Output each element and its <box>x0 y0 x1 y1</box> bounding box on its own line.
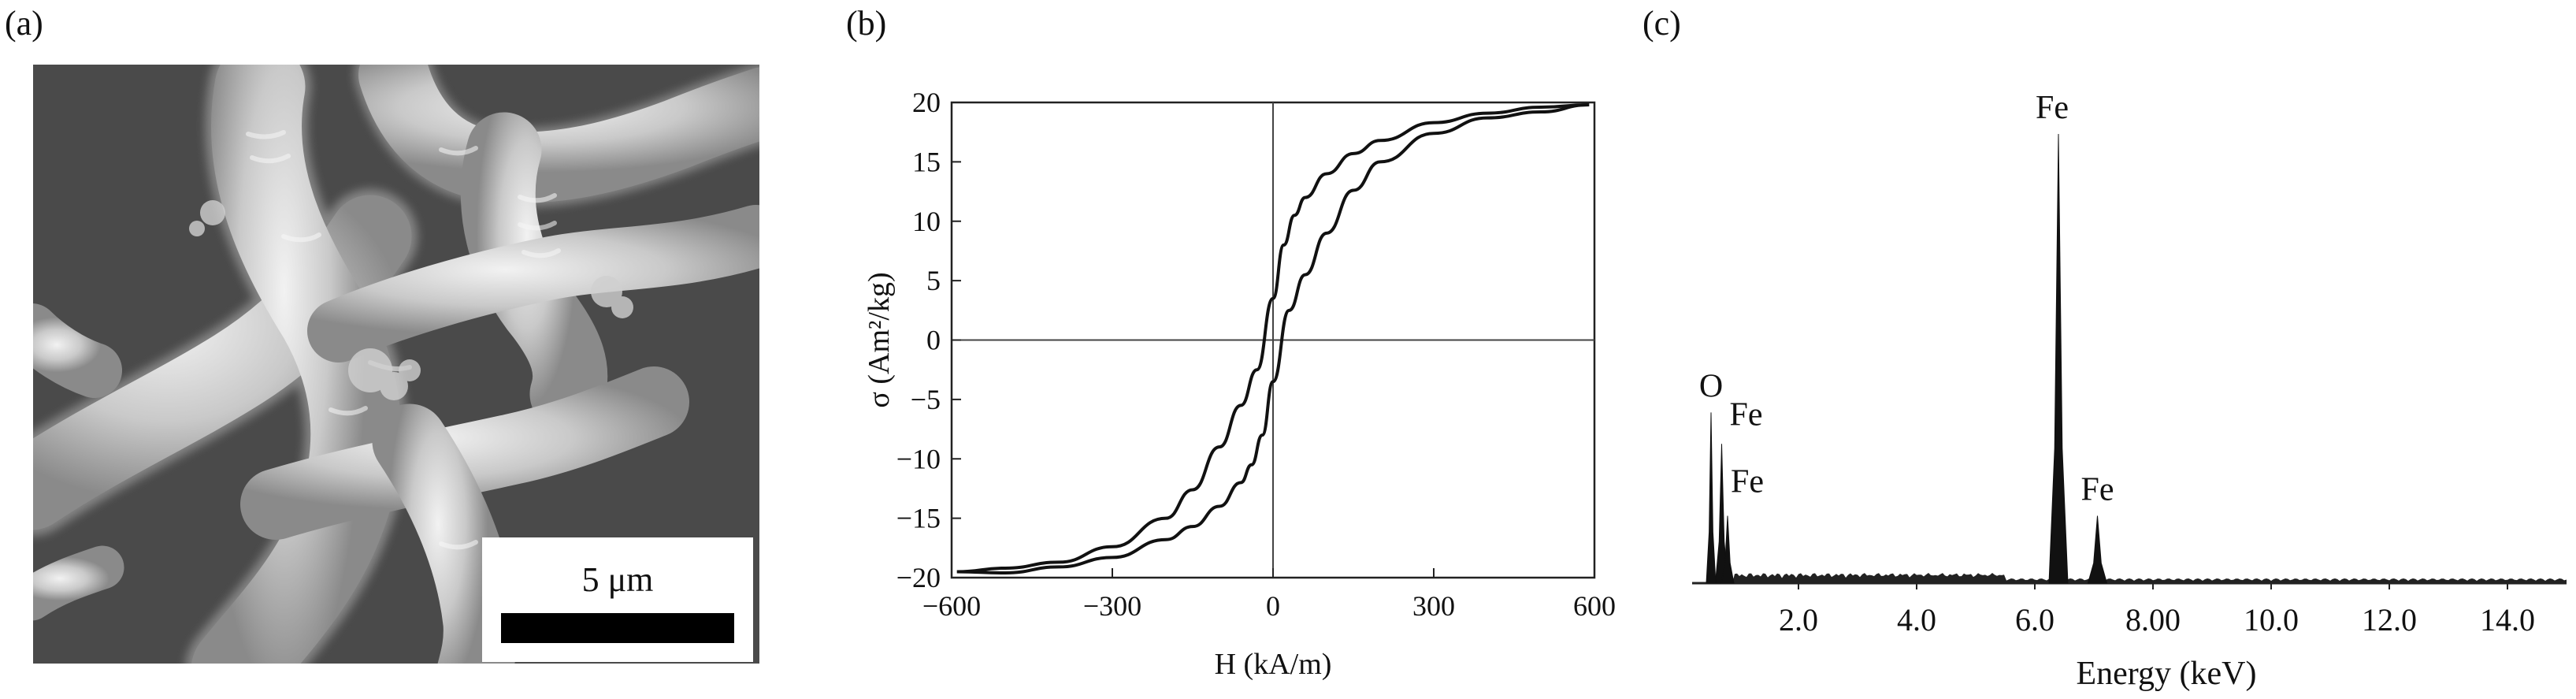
y-tick-label: 0 <box>926 325 941 356</box>
x-tick-label: 2.0 <box>1779 602 1818 638</box>
x-tick-label: −300 <box>1083 590 1141 622</box>
panel-b-label: (b) <box>846 4 887 43</box>
loop-ascending-branch <box>956 103 1590 574</box>
x-tick-label: 600 <box>1573 590 1616 622</box>
spectrum-background <box>1692 573 2567 583</box>
scale-bar-label: 5 μm <box>582 560 654 599</box>
x-tick-label: 10.0 <box>2244 602 2299 638</box>
spectrum-peak <box>2087 515 2108 584</box>
x-axis-label: Energy (keV) <box>2077 656 2257 692</box>
peak-label: Fe <box>2081 472 2114 508</box>
x-tick-label: 4.0 <box>1897 602 1936 638</box>
y-tick-label: −10 <box>896 443 941 474</box>
scale-bar-background <box>482 537 753 662</box>
y-tick-label: 20 <box>912 87 941 118</box>
loop-descending-branch <box>956 103 1590 574</box>
y-tick-label: 5 <box>926 265 941 296</box>
peak-label: O <box>1699 368 1723 404</box>
x-tick-label: −600 <box>922 590 981 622</box>
peak-label: Fe <box>1731 464 1764 500</box>
panel-a-label: (a) <box>5 4 43 43</box>
spectrum-peak <box>1720 515 1735 584</box>
x-tick-label: 14.0 <box>2480 602 2535 638</box>
y-axis-label: σ (Am²/kg) <box>863 272 896 407</box>
x-axis-label: H (kA/m) <box>1215 648 1332 681</box>
y-tick-label: 15 <box>912 146 941 177</box>
x-tick-label: 0 <box>1266 590 1280 622</box>
hysteresis-chart: −600 −300 0 300 600 20 15 10 5 0 −5 −10 −15 −20 H (kA/… <box>863 87 1616 681</box>
peak-label: Fe <box>1730 396 1763 433</box>
x-tick-label: 8.00 <box>2125 602 2181 638</box>
sem-micrograph: 5 μm <box>33 65 759 664</box>
y-tick-label: −5 <box>911 384 941 415</box>
panel-c-label: (c) <box>1642 4 1681 43</box>
y-tick-label: −15 <box>896 503 941 534</box>
x-tick-label: 6.0 <box>2015 602 2054 638</box>
spectrum-peak <box>2048 133 2069 584</box>
y-tick-label: 10 <box>912 206 941 237</box>
scale-bar: 5 μm <box>482 537 753 662</box>
scale-bar-line <box>501 613 734 643</box>
x-tick-label: 12.0 <box>2362 602 2417 638</box>
peak-label: Fe <box>2036 90 2069 126</box>
y-tick-label: −20 <box>896 562 941 593</box>
spectrum-peak <box>1706 412 1717 584</box>
x-tick-label: 300 <box>1412 590 1455 622</box>
sem-fibres <box>33 65 759 664</box>
